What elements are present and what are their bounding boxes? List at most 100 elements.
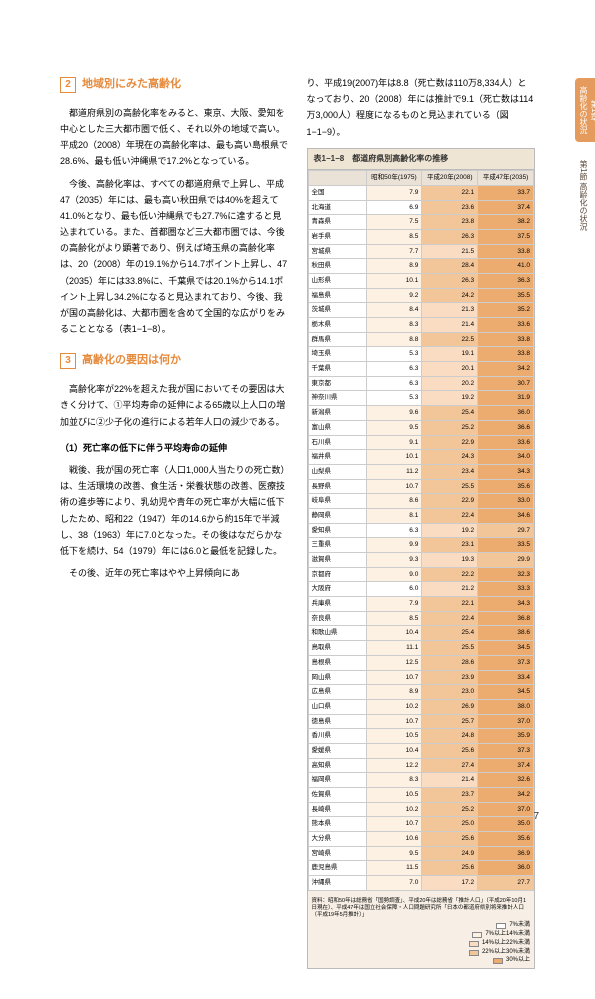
table-row: 滋賀県9.319.329.9 xyxy=(308,553,534,568)
table-cell: 10.2 xyxy=(366,699,422,714)
section-tab: 第1節 高齢化の状況 xyxy=(575,152,592,239)
table-cell: 8.9 xyxy=(366,259,422,274)
section-2-title: 2 地域別にみた高齢化 xyxy=(60,75,289,95)
table-cell: 37.5 xyxy=(478,229,534,244)
table-cell: 36.9 xyxy=(478,846,534,861)
table-cell: 大阪府 xyxy=(308,582,366,597)
legend-item: 14%以上22%未満 xyxy=(469,940,530,948)
table-row: 群馬県8.822.533.8 xyxy=(308,332,534,347)
table-row: 福島県9.224.235.5 xyxy=(308,288,534,303)
table-cell: 29.9 xyxy=(478,553,534,568)
table-cell: 19.2 xyxy=(422,391,478,406)
table-cell: 埼玉県 xyxy=(308,347,366,362)
table-row: 和歌山県10.425.438.6 xyxy=(308,626,534,641)
table-row: 東京都6.320.230.7 xyxy=(308,376,534,391)
table-cell: 25.5 xyxy=(422,641,478,656)
table-cell: 11.2 xyxy=(366,464,422,479)
table-cell: 25.4 xyxy=(422,626,478,641)
table-cell: 10.5 xyxy=(366,788,422,803)
table-cell: 34.6 xyxy=(478,508,534,523)
table-cell: 鳥取県 xyxy=(308,641,366,656)
table-cell: 25.5 xyxy=(422,479,478,494)
table-row: 鹿児島県11.525.636.0 xyxy=(308,861,534,876)
table-cell: 38.0 xyxy=(478,699,534,714)
table-row: 石川県9.122.933.6 xyxy=(308,435,534,450)
p3: 高齢化率が22%を超えた我が国においてその要因は大きく分けて、①平均寿命の延伸に… xyxy=(60,381,289,430)
table-cell: 33.6 xyxy=(478,435,534,450)
legend-item: 7%以上14%未満 xyxy=(472,931,530,939)
table-cell: 長野県 xyxy=(308,479,366,494)
table-cell: 21.2 xyxy=(422,582,478,597)
table-cell: 36.0 xyxy=(478,406,534,421)
table-cell: 6.0 xyxy=(366,582,422,597)
table-cell: 7.5 xyxy=(366,215,422,230)
table-row: 全国7.922.133.7 xyxy=(308,185,534,200)
page-number: 7 xyxy=(533,811,539,822)
legend-label: 7%以上14%未満 xyxy=(485,931,530,939)
table-cell: 岡山県 xyxy=(308,670,366,685)
table-cell: 27.7 xyxy=(478,876,534,891)
legend-label: 22%以上30%未満 xyxy=(482,949,530,957)
table-cell: 福井県 xyxy=(308,450,366,465)
table-cell: 27.4 xyxy=(422,758,478,773)
table-cell: 9.9 xyxy=(366,538,422,553)
table-row: 秋田県8.928.441.0 xyxy=(308,259,534,274)
table-cell: 11.5 xyxy=(366,861,422,876)
table-cell: 群馬県 xyxy=(308,332,366,347)
legend-item: 30%以上 xyxy=(493,957,530,965)
sec-label-3: 高齢化の要因は何か xyxy=(82,351,181,371)
table-cell: 10.5 xyxy=(366,729,422,744)
table-cell: 25.2 xyxy=(422,420,478,435)
table-cell: 31.9 xyxy=(478,391,534,406)
chapter-label: 第1章 xyxy=(590,100,595,120)
table-footer: 資料：昭和50年は総務省「国勢調査」、平成20年は総務省「推計人口」（平成20年… xyxy=(308,895,535,968)
table-cell: 10.2 xyxy=(366,802,422,817)
table-cell: 35.5 xyxy=(478,288,534,303)
table-row: 新潟県9.625.436.0 xyxy=(308,406,534,421)
table-row: 長崎県10.225.237.0 xyxy=(308,802,534,817)
table-cell: 36.0 xyxy=(478,861,534,876)
table-cell: 23.4 xyxy=(422,464,478,479)
table-cell: 17.2 xyxy=(422,876,478,891)
table-cell: 25.4 xyxy=(422,406,478,421)
table-row: 山梨県11.223.434.3 xyxy=(308,464,534,479)
table-cell: 33.0 xyxy=(478,494,534,509)
table-cell: 22.4 xyxy=(422,611,478,626)
table-cell: 34.2 xyxy=(478,362,534,377)
p5: その後、近年の死亡率はやや上昇傾向にあ xyxy=(60,565,289,581)
table-cell: 山口県 xyxy=(308,699,366,714)
table-cell: 37.3 xyxy=(478,655,534,670)
table-cell: 34.3 xyxy=(478,464,534,479)
table-cell: 8.1 xyxy=(366,508,422,523)
table-cell: 34.0 xyxy=(478,450,534,465)
table-cell: 青森県 xyxy=(308,215,366,230)
table-row: 山形県10.126.336.3 xyxy=(308,273,534,288)
table-cell: 岩手県 xyxy=(308,229,366,244)
table-cell: 大分県 xyxy=(308,832,366,847)
table-cell: 33.8 xyxy=(478,332,534,347)
table-cell: 34.5 xyxy=(478,641,534,656)
table-cell: 33.8 xyxy=(478,347,534,362)
table-cell: 鹿児島県 xyxy=(308,861,366,876)
table-cell: 8.3 xyxy=(366,318,422,333)
p0: り、平成19(2007)年は8.8（死亡数は110万8,334人）となっており、… xyxy=(307,75,536,140)
table-row: 三重県9.923.133.5 xyxy=(308,538,534,553)
table-row: 熊本県10.725.035.0 xyxy=(308,817,534,832)
table-cell: 20.1 xyxy=(422,362,478,377)
table-row: 茨城県8.421.335.2 xyxy=(308,303,534,318)
table-row: 岩手県8.526.337.5 xyxy=(308,229,534,244)
table-row: 鳥取県11.125.534.5 xyxy=(308,641,534,656)
table-cell: 25.6 xyxy=(422,832,478,847)
table-cell: 神奈川県 xyxy=(308,391,366,406)
table-row: 佐賀県10.523.734.2 xyxy=(308,788,534,803)
sec-num-2: 2 xyxy=(60,77,76,93)
table-cell: 24.2 xyxy=(422,288,478,303)
table-cell: 23.6 xyxy=(422,200,478,215)
table-cell: 12.5 xyxy=(366,655,422,670)
table-cell: 8.3 xyxy=(366,773,422,788)
table-cell: 38.2 xyxy=(478,215,534,230)
legend-swatch xyxy=(493,958,503,964)
table-cell: 25.7 xyxy=(422,714,478,729)
table-cell: 富山県 xyxy=(308,420,366,435)
table-row: 埼玉県5.319.133.8 xyxy=(308,347,534,362)
